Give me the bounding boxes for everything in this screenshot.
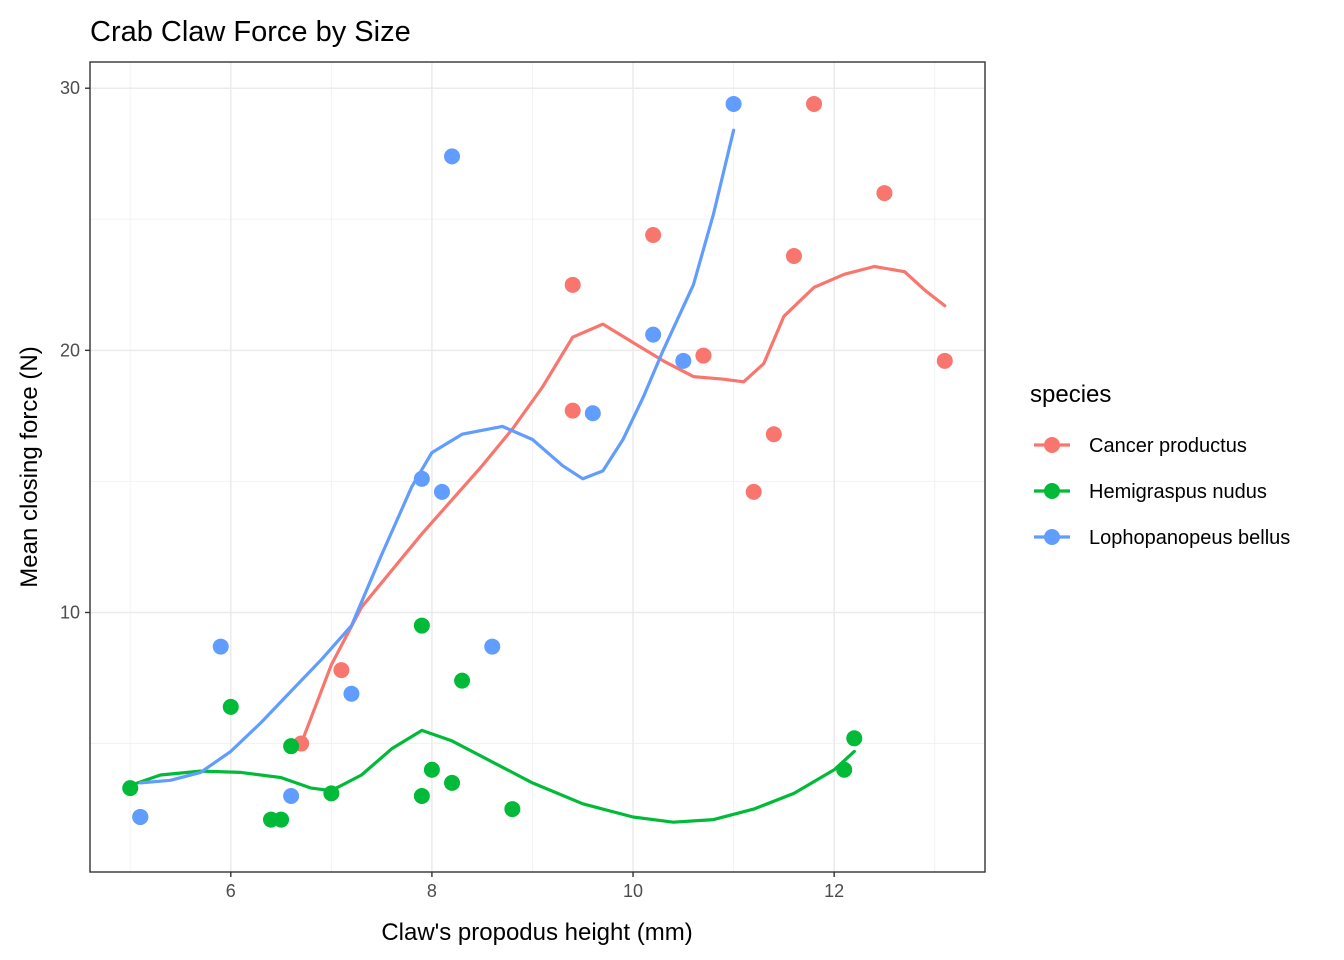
data-point-lophopanopeus-bellus	[675, 352, 692, 369]
data-point-lophopanopeus-bellus	[433, 483, 450, 500]
legend-key-point	[1044, 483, 1060, 499]
y-axis-ticks: 10 20 30	[60, 78, 90, 622]
legend-label: Hemigraspus nudus	[1089, 481, 1267, 503]
data-point-hemigraspus-nudus	[413, 787, 430, 804]
data-point-lophopanopeus-bellus	[343, 685, 360, 702]
y-tick-label: 30	[60, 78, 80, 98]
smooth-line-hemigraspus-nudus	[128, 728, 856, 824]
data-point-lophopanopeus-bellus	[444, 148, 461, 165]
data-point-hemigraspus-nudus	[413, 617, 430, 634]
x-axis-title: Claw's propodus height (mm)	[381, 919, 692, 946]
data-point-hemigraspus-nudus	[423, 761, 440, 778]
data-point-hemigraspus-nudus	[283, 738, 300, 755]
data-point-cancer-productus	[333, 662, 350, 679]
data-point-hemigraspus-nudus	[222, 698, 239, 715]
data-point-lophopanopeus-bellus	[725, 95, 742, 112]
data-point-lophopanopeus-bellus	[584, 405, 601, 422]
legend-key-point	[1044, 437, 1060, 453]
y-axis-title: Mean closing force (N)	[16, 346, 43, 587]
data-points	[122, 95, 953, 828]
data-point-lophopanopeus-bellus	[283, 787, 300, 804]
data-point-hemigraspus-nudus	[444, 774, 461, 791]
data-point-cancer-productus	[645, 227, 662, 244]
data-point-cancer-productus	[806, 95, 823, 112]
smooth-line-lophopanopeus-bellus	[138, 128, 736, 785]
data-point-lophopanopeus-bellus	[212, 638, 229, 655]
y-tick-label: 10	[60, 602, 80, 622]
legend-label: Lophopanopeus bellus	[1089, 527, 1290, 549]
data-point-cancer-productus	[695, 347, 712, 364]
x-axis-ticks: 6 8 10 12	[226, 872, 844, 901]
data-point-lophopanopeus-bellus	[645, 326, 662, 343]
legend-items: Cancer productus Hemigraspus nudus Lophopa…	[1034, 435, 1290, 549]
legend-label: Cancer productus	[1089, 435, 1247, 457]
y-tick-label: 20	[60, 340, 80, 360]
legend: species Cancer productus Hemigraspus nudu…	[1030, 381, 1290, 549]
data-point-hemigraspus-nudus	[122, 780, 139, 797]
x-tick-label: 12	[824, 881, 844, 901]
data-point-cancer-productus	[564, 402, 581, 419]
data-point-hemigraspus-nudus	[454, 672, 471, 689]
data-point-hemigraspus-nudus	[846, 730, 863, 747]
data-point-cancer-productus	[936, 352, 953, 369]
data-point-hemigraspus-nudus	[504, 801, 521, 818]
x-tick-label: 10	[623, 881, 643, 901]
data-point-cancer-productus	[876, 185, 893, 202]
data-point-lophopanopeus-bellus	[132, 808, 149, 825]
chart-title: Crab Claw Force by Size	[90, 16, 411, 48]
smooth-lines	[128, 128, 947, 824]
x-tick-label: 8	[427, 881, 437, 901]
data-point-hemigraspus-nudus	[836, 761, 853, 778]
data-point-lophopanopeus-bellus	[484, 638, 501, 655]
x-tick-label: 6	[226, 881, 236, 901]
data-point-cancer-productus	[564, 276, 581, 293]
legend-key-point	[1044, 529, 1060, 545]
smooth-line-cancer-productus	[299, 264, 947, 746]
data-point-cancer-productus	[765, 426, 782, 443]
data-point-cancer-productus	[785, 247, 802, 264]
data-point-hemigraspus-nudus	[323, 785, 340, 802]
panel-border	[89, 61, 986, 873]
legend-title: species	[1030, 381, 1111, 408]
data-point-lophopanopeus-bellus	[413, 470, 430, 487]
data-point-cancer-productus	[745, 483, 762, 500]
data-point-hemigraspus-nudus	[273, 811, 290, 828]
